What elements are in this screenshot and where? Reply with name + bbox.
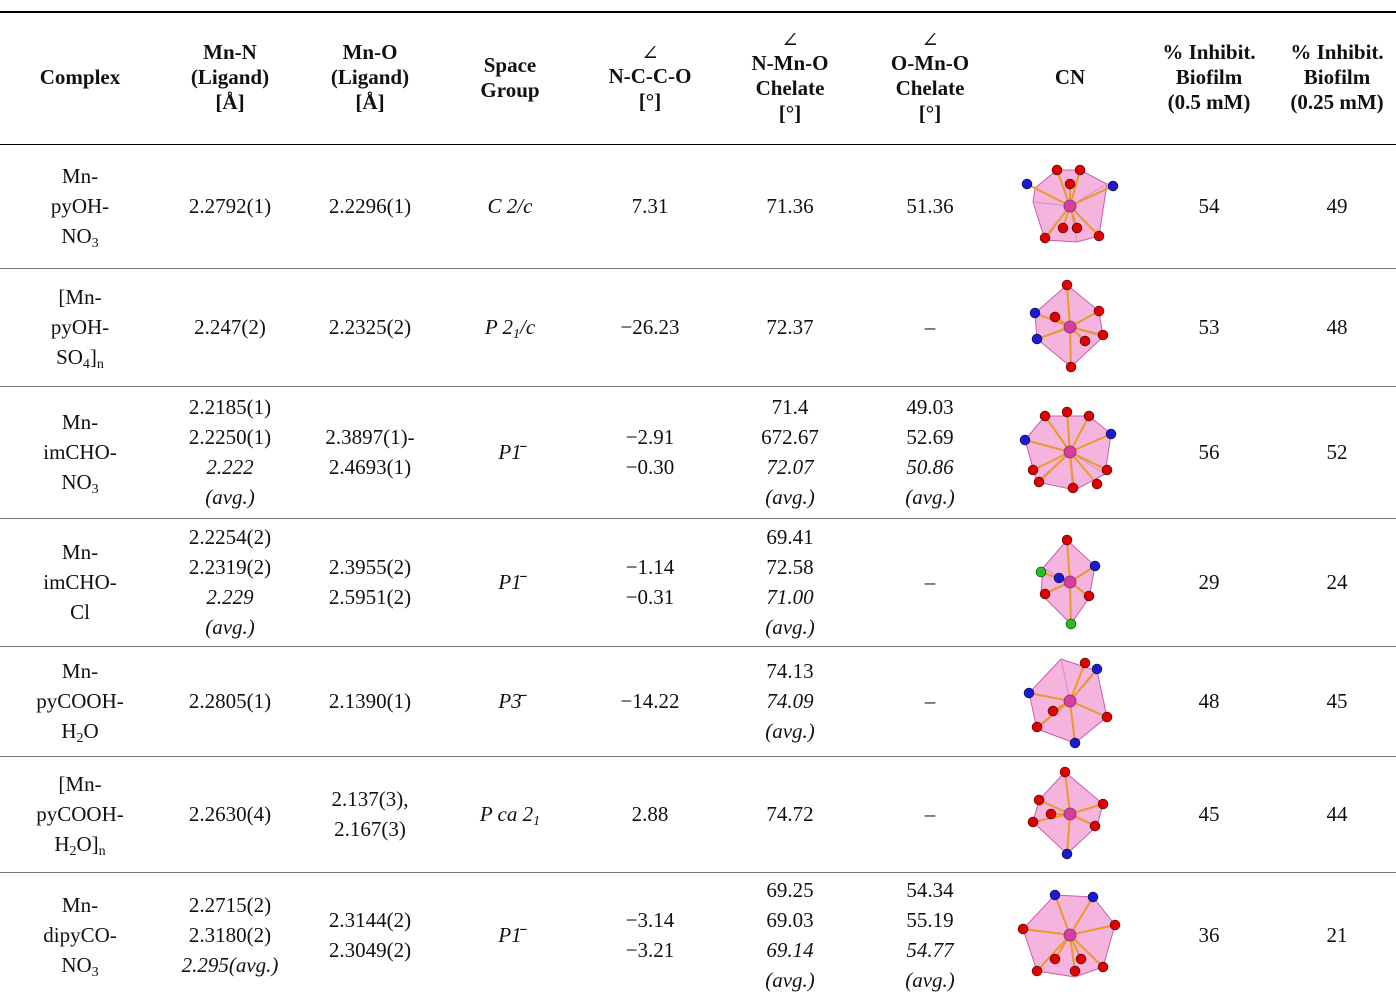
table-row: Mn-imCHO- NO3 2.2185(1) 2.2250(1) 2.222 (avg.… <box>0 386 1396 518</box>
cell-cn <box>1000 872 1140 998</box>
cell-inhib-025: 24 <box>1326 570 1348 594</box>
cell-omno: – <box>924 802 936 826</box>
cell-space-group: P1̄ <box>498 923 522 948</box>
header-inhib-05: % Inhibit. Biofilm (0.5 mM) <box>1162 40 1256 115</box>
cell-complex: Mn-pyCOOH- H2O <box>36 659 124 746</box>
cell-mn-o: 2.2325(2) <box>328 315 412 339</box>
cell-mn-n: 2.2792(1) <box>188 194 272 218</box>
cell-nmno: 69.41 72.58 71.00 (avg.) <box>765 525 815 639</box>
cell-ncco: 2.88 <box>631 802 669 826</box>
cell-inhib-025: 44 <box>1326 802 1348 826</box>
table-row: [Mn-pyCOOH- H2O]n 2.2630(4) 2.137(3), 2.167(… <box>0 756 1396 872</box>
cell-cn <box>1000 144 1140 268</box>
coordination-polyhedron-icon <box>1027 766 1109 860</box>
coordination-polyhedron-icon <box>1035 534 1101 630</box>
cell-space-group: P1̄ <box>498 570 522 594</box>
cell-inhib-025: 52 <box>1326 440 1348 464</box>
cell-mn-n: 2.2630(4) <box>188 802 272 826</box>
coordination-polyhedron-icon <box>1021 164 1119 244</box>
table-row: Mn-dipyCO- NO3 2.2715(2) 2.3180(2) 2.295(avg… <box>0 872 1396 998</box>
cell-cn <box>1000 518 1140 646</box>
cell-mn-o: 2.2296(1) <box>328 194 412 218</box>
cell-complex: Mn-imCHO- Cl <box>43 540 117 624</box>
cell-mn-n: 2.2254(2) 2.2319(2) 2.229 (avg.) <box>188 525 272 639</box>
coordination-polyhedron-icon <box>1023 657 1113 749</box>
cell-omno: – <box>924 315 936 339</box>
cell-complex: [Mn-pyOH- SO4]n <box>50 285 110 372</box>
cell-nmno: 71.36 <box>766 194 814 218</box>
cell-complex: Mn-dipyCO- NO3 <box>43 893 117 981</box>
header-mn-o: Mn-O (Ligand) [Å] <box>330 40 410 115</box>
header-omno: ∠ O-Mn-O Chelate [°] <box>890 28 970 126</box>
top-rule <box>0 11 1396 13</box>
cell-inhib-025: 49 <box>1326 194 1348 218</box>
cell-omno: 54.34 55.19 54.77 (avg.) <box>905 878 955 993</box>
data-table: Complex Mn-N (Ligand) [Å] Mn-O (Ligand) [Å] … <box>0 12 1396 998</box>
cell-inhib-05: 54 <box>1198 194 1220 218</box>
table-body: Mn-pyOH- NO3 2.2792(1) 2.2296(1) C 2/c 7.31 71… <box>0 144 1396 998</box>
header-nmno: ∠ N-Mn-O Chelate [°] <box>751 28 829 126</box>
cell-cn <box>1000 646 1140 756</box>
cell-complex: Mn-pyOH- NO3 <box>50 164 110 251</box>
cell-ncco: −2.91 −0.30 <box>625 425 675 479</box>
header-complex: Complex <box>39 65 121 90</box>
cell-ncco: −3.14 −3.21 <box>625 908 675 963</box>
cell-omno: – <box>924 689 936 713</box>
cell-mn-o: 2.3144(2) 2.3049(2) <box>328 908 412 963</box>
cell-complex: Mn-imCHO- NO3 <box>43 410 117 497</box>
table-row: Mn-pyOH- NO3 2.2792(1) 2.2296(1) C 2/c 7.31 71… <box>0 144 1396 268</box>
table-row: Mn-pyCOOH- H2O 2.2805(1) 2.1390(1) P3̄ −14.22… <box>0 646 1396 756</box>
cell-mn-n: 2.2185(1) 2.2250(1) 2.222 (avg.) <box>188 395 272 509</box>
coordination-polyhedron-icon <box>1017 890 1121 978</box>
cell-mn-n: 2.2805(1) <box>188 689 272 713</box>
cell-inhib-05: 45 <box>1198 802 1220 826</box>
cell-mn-n: 2.2715(2) 2.3180(2) 2.295(avg.) <box>181 893 279 978</box>
header-row: Complex Mn-N (Ligand) [Å] Mn-O (Ligand) [Å] … <box>0 12 1396 144</box>
cell-mn-o: 2.3955(2) 2.5951(2) <box>328 555 412 609</box>
header-cn: CN <box>1054 65 1086 90</box>
header-ncco: ∠ N-C-C-O [°] <box>608 40 692 113</box>
cell-inhib-05: 53 <box>1198 315 1220 339</box>
cell-inhib-05: 29 <box>1198 570 1220 594</box>
cell-mn-o: 2.3897(1)- 2.4693(1) <box>325 425 415 479</box>
header-inhib-025: % Inhibit. Biofilm (0.25 mM) <box>1290 40 1384 115</box>
cell-mn-o: 2.137(3), 2.167(3) <box>331 787 409 841</box>
cell-cn <box>1000 756 1140 872</box>
coordination-polyhedron-icon <box>1019 406 1117 494</box>
coordination-polyhedron-icon <box>1029 279 1109 373</box>
header-mn-n: Mn-N (Ligand) [Å] <box>190 40 270 115</box>
cell-space-group: P1̄ <box>498 440 522 464</box>
cell-space-group: P 21/c <box>484 315 536 342</box>
cell-complex: [Mn-pyCOOH- H2O]n <box>36 772 124 859</box>
table-row: [Mn-pyOH- SO4]n 2.247(2) 2.2325(2) P 21/c −26… <box>0 268 1396 386</box>
cell-inhib-025: 48 <box>1326 315 1348 339</box>
cell-inhib-05: 56 <box>1198 440 1220 464</box>
cell-space-group: C 2/c <box>487 194 533 218</box>
cell-omno: 49.03 52.69 50.86 (avg.) <box>905 395 955 509</box>
cell-inhib-025: 21 <box>1326 923 1348 948</box>
cell-nmno: 74.13 74.09 (avg.) <box>765 659 815 743</box>
cell-nmno: 72.37 <box>766 315 814 339</box>
cell-inhib-05: 36 <box>1198 923 1220 948</box>
cell-mn-n: 2.247(2) <box>194 315 266 339</box>
cell-inhib-05: 48 <box>1198 689 1220 713</box>
cell-inhib-025: 45 <box>1326 689 1348 713</box>
cell-nmno: 71.4 672.67 72.07 (avg.) <box>761 395 819 509</box>
cell-omno: 51.36 <box>906 194 954 218</box>
cell-ncco: −14.22 <box>620 689 680 713</box>
cell-ncco: −26.23 <box>620 315 680 339</box>
table-row: Mn-imCHO- Cl 2.2254(2) 2.2319(2) 2.229 (avg.)… <box>0 518 1396 646</box>
cell-mn-o: 2.1390(1) <box>328 689 412 713</box>
cell-space-group: P3̄ <box>498 689 522 713</box>
cell-ncco: −1.14 −0.31 <box>625 555 675 609</box>
cell-nmno: 74.72 <box>766 802 814 826</box>
cell-nmno: 69.25 69.03 69.14 (avg.) <box>765 878 815 993</box>
cell-cn <box>1000 386 1140 518</box>
cell-cn <box>1000 268 1140 386</box>
cell-omno: – <box>924 570 936 594</box>
header-space-group: Space Group <box>480 52 540 102</box>
cell-ncco: 7.31 <box>631 194 669 218</box>
cell-space-group: P ca 21 <box>479 802 541 829</box>
